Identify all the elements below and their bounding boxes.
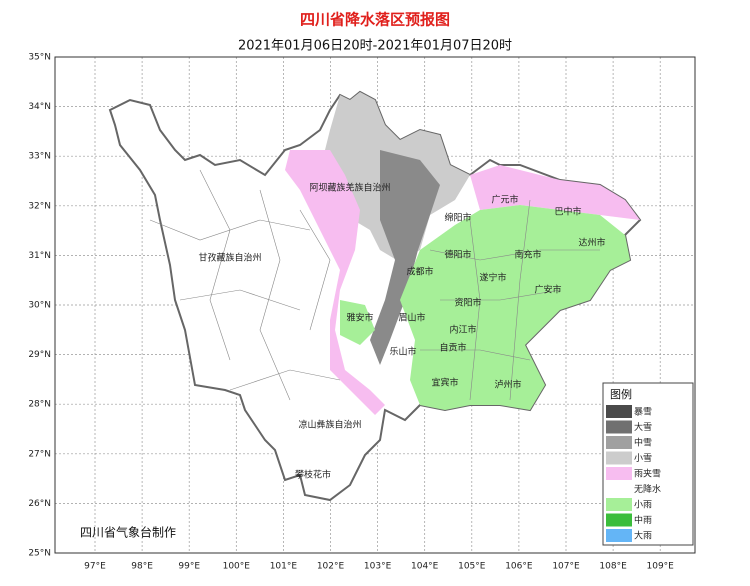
- y-tick-label: 33°N: [28, 152, 51, 162]
- place-label: 凉山彝族自治州: [298, 419, 361, 431]
- x-tick-label: 105°E: [458, 562, 486, 572]
- place-label: 成都市: [406, 266, 433, 278]
- place-label: 甘孜藏族自治州: [198, 252, 261, 264]
- legend-swatch: [606, 467, 632, 480]
- legend-label: 暴雪: [634, 407, 652, 418]
- x-tick-label: 107°E: [552, 562, 580, 572]
- y-tick-label: 26°N: [28, 499, 51, 509]
- x-tick-label: 108°E: [599, 562, 627, 572]
- x-tick-label: 100°E: [223, 562, 251, 572]
- place-label: 广安市: [534, 284, 561, 296]
- legend-label: 雨夹雪: [634, 468, 661, 480]
- heavy-snow-area: [370, 150, 440, 365]
- x-tick-label: 101°E: [270, 562, 298, 572]
- y-tick-label: 27°N: [28, 449, 51, 459]
- legend-label: 小雨: [634, 500, 652, 511]
- place-label: 达州市: [578, 237, 605, 249]
- legend-swatch: [606, 420, 632, 434]
- place-label: 雅安市: [346, 312, 373, 324]
- y-tick-label: 34°N: [28, 102, 51, 112]
- province-map: [108, 90, 642, 502]
- y-tick-label: 32°N: [28, 201, 51, 211]
- place-label: 宜宾市: [431, 377, 458, 389]
- legend-title: 图例: [610, 387, 632, 401]
- place-label: 阿坝藏族羌族自治州: [309, 182, 390, 194]
- legend-swatch: [606, 529, 632, 542]
- y-tick-label: 25°N: [28, 549, 51, 559]
- place-label: 绵阳市: [444, 212, 471, 224]
- y-tick-label: 30°N: [28, 301, 51, 311]
- place-label: 巴中市: [554, 206, 581, 218]
- place-label: 德阳市: [444, 249, 471, 261]
- y-tick-label: 28°N: [28, 400, 51, 410]
- x-tick-label: 106°E: [505, 562, 533, 572]
- x-tick-label: 103°E: [364, 562, 392, 572]
- legend-label: 中雨: [634, 514, 652, 526]
- sleet-area-north: [470, 165, 640, 220]
- y-tick-label: 31°N: [28, 251, 51, 261]
- county-border: [149, 169, 600, 401]
- legend-label: 中雪: [634, 437, 652, 449]
- legend-swatch: [606, 498, 632, 511]
- y-tick-label: 35°N: [28, 53, 51, 63]
- x-tick-label: 109°E: [647, 562, 675, 572]
- credit: 四川省气象台制作: [80, 525, 176, 540]
- legend-swatch: [606, 436, 632, 449]
- light-rain-west: [340, 300, 375, 345]
- place-label: 广元市: [491, 194, 518, 206]
- x-tick-label: 97°E: [84, 562, 106, 572]
- map-frame: [54, 56, 696, 554]
- light-rain-area: [400, 205, 630, 410]
- x-tick-label: 99°E: [178, 562, 200, 572]
- place-label: 泸州市: [494, 379, 521, 391]
- legend-label: 大雪: [634, 421, 652, 433]
- county-borders: [149, 169, 600, 401]
- sleet-area: [285, 150, 385, 415]
- legend-swatch: [606, 451, 632, 465]
- x-tick-label: 102°E: [317, 562, 345, 572]
- subtitle: 2021年01月06日20时-2021年01月07日20时: [238, 39, 512, 54]
- x-tick-label: 104°E: [411, 562, 439, 572]
- place-label: 内江市: [449, 324, 476, 336]
- place-label: 南充市: [514, 249, 541, 261]
- legend-swatch: [606, 513, 632, 527]
- legend-label: 无降水: [634, 483, 661, 495]
- legend-swatch: [606, 482, 632, 496]
- legend-label: 大雨: [634, 530, 652, 542]
- place-label: 眉山市: [398, 312, 425, 324]
- legend-label: 小雪: [634, 453, 652, 464]
- legend-swatch: [606, 405, 632, 418]
- place-label: 攀枝花市: [295, 469, 331, 481]
- place-label: 乐山市: [389, 346, 416, 358]
- x-tick-label: 98°E: [131, 562, 153, 572]
- y-tick-label: 29°N: [28, 350, 51, 360]
- title: 四川省降水落区预报图: [300, 11, 450, 29]
- place-label: 自贡市: [439, 342, 466, 354]
- place-label: 资阳市: [454, 297, 481, 309]
- place-label: 遂宁市: [479, 272, 506, 284]
